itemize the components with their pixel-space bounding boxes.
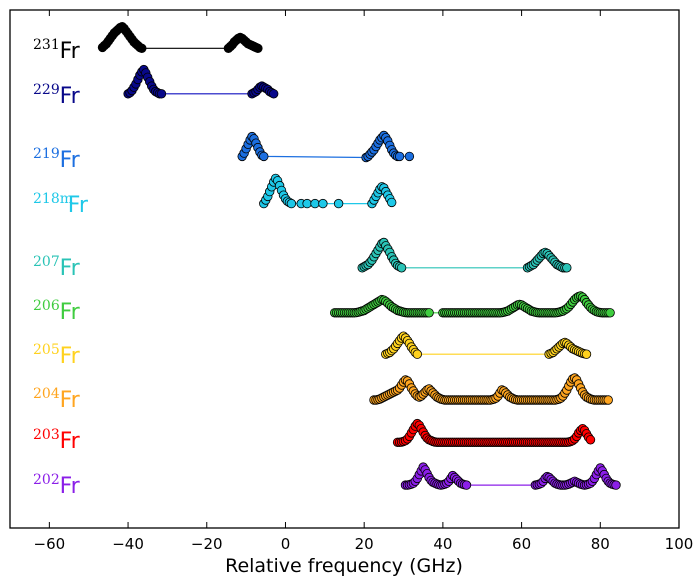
x-tick-label: −60 [34,535,66,553]
data-point [137,43,147,54]
isotope-label-fr-231: 231 Fr [33,37,81,64]
data-point [286,198,297,209]
data-point [396,263,407,273]
data-point [611,480,621,490]
data-point [585,435,596,445]
isotope-element-symbol: Fr [60,148,81,173]
series-layer [97,22,621,490]
isotope-label-fr-207: 207 Fr [33,254,81,281]
isotope-element-symbol: Fr [60,344,81,369]
series-fr-204 [369,373,613,405]
x-tick-label: 0 [281,535,291,553]
data-point [603,395,613,405]
data-point [562,263,572,273]
isotope-element-symbol: Fr [60,300,81,325]
isotope-mass-number: 203 [33,427,60,443]
series-fr-218m [259,173,397,209]
isotope-mass-number: 206 [33,298,60,314]
data-point [318,198,328,209]
x-axis-ticks: −60 −40 −20 0 20 40 60 80 100 [34,10,693,553]
data-point [302,198,312,209]
series-fr-231 [97,22,263,54]
isotope-mass-number: 202 [33,472,60,488]
series-fr-205 [381,331,592,359]
isotope-mass-number: 231 [33,37,60,53]
series-fr-202 [400,462,621,490]
isotope-mass-number: 204 [33,386,60,402]
data-point [253,43,263,54]
data-point [404,151,415,162]
x-tick-label: −20 [191,535,223,553]
isotope-mass-number: 207 [33,254,60,270]
x-tick-label: 60 [512,535,531,553]
x-tick-label: 40 [433,535,452,553]
data-point [581,349,592,359]
x-tick-label: 20 [355,535,374,553]
data-point [605,308,615,318]
x-axis-title: Relative frequency (GHz) [225,555,463,577]
data-point [412,349,423,359]
isotope-mass-number: 205 [33,342,60,358]
isotope-label-fr-229: 229 Fr [33,82,81,109]
series-fr-203 [392,418,596,448]
isotope-element-symbol: Fr [60,39,81,64]
plot-area [10,10,679,528]
data-point [394,151,405,162]
data-point [387,197,397,208]
isotope-label-fr-202: 202 Fr [33,472,81,499]
isotope-label-fr-204: 204 Fr [33,386,81,413]
x-tick-label: 100 [665,535,693,553]
data-point [310,198,320,209]
series-fr-206 [330,291,615,318]
isotope-element-symbol: Fr [68,193,89,218]
series-fr-219 [237,130,415,163]
isotope-element-symbol: Fr [60,256,81,281]
isotope-element-symbol: Fr [60,388,81,413]
data-point [333,198,344,209]
data-point [259,151,269,162]
isotope-label-fr-205: 205 Fr [33,342,81,369]
x-tick-label: 80 [591,535,610,553]
isotope-label-fr-206: 206 Fr [33,298,81,325]
isotope-mass-number: 229 [33,82,60,98]
isotope-label-fr-203: 203 Fr [33,427,81,454]
series-fr-207 [357,237,572,273]
plot-frame [9,9,680,529]
isotope-label-fr-219: 219 Fr [33,146,81,173]
data-point [461,480,472,490]
isotope-element-symbol: Fr [60,84,81,109]
data-point [156,89,167,99]
isotope-element-symbol: Fr [60,429,81,454]
isotope-element-symbol: Fr [60,474,81,499]
x-tick-label: −40 [112,535,144,553]
isotope-mass-number: 219 [33,146,60,162]
data-point [424,308,434,318]
isotope-mass-number: 218m [33,191,73,207]
data-point [269,89,279,99]
series-fr-229 [123,64,279,99]
